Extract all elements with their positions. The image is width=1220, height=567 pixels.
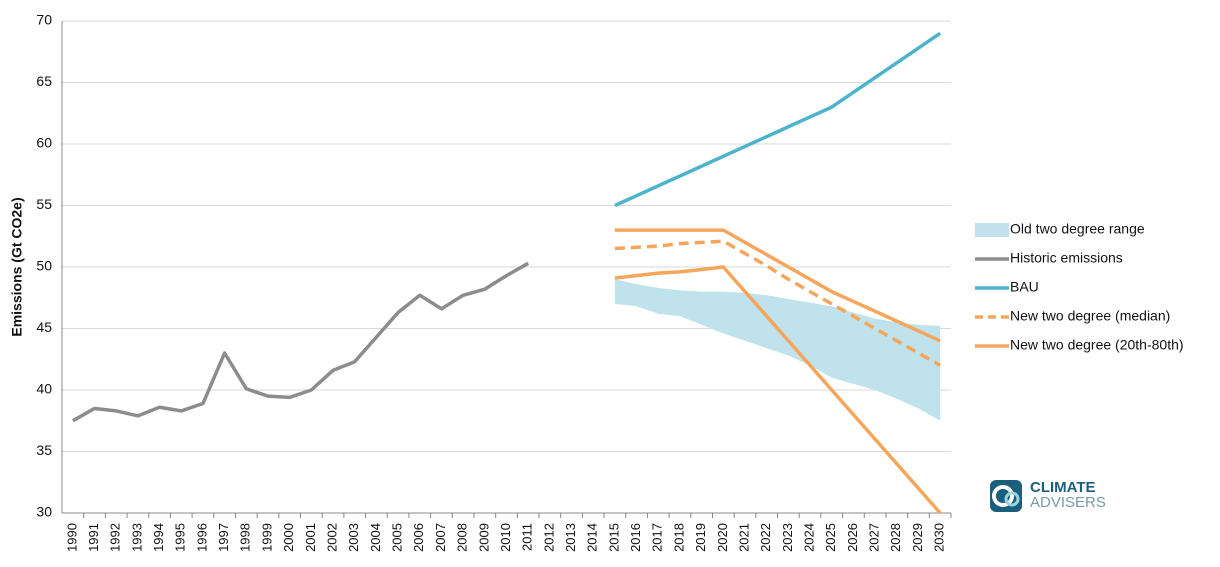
- line: [614, 31, 942, 208]
- x-tick-label: 2018: [671, 523, 686, 552]
- line: [71, 261, 530, 423]
- x-tick-label: 1996: [194, 523, 209, 552]
- legend-label: BAU: [1010, 279, 1039, 295]
- x-tick-label: 2019: [693, 523, 708, 552]
- y-tick-label: 40: [36, 381, 52, 397]
- legend-label: New two degree (20th-80th): [1010, 337, 1184, 353]
- x-tick-label: 2023: [780, 523, 795, 552]
- logo-icon: [1004, 491, 1020, 507]
- x-tick-label: 1992: [108, 523, 123, 552]
- legend-label: Historic emissions: [1010, 250, 1123, 266]
- x-tick-label: 2010: [498, 523, 513, 552]
- legend-label: New two degree (median): [1010, 308, 1170, 324]
- range-area: [614, 279, 941, 421]
- x-tick-label: 2025: [823, 523, 838, 552]
- line: [614, 265, 942, 515]
- y-tick-label: 55: [36, 196, 52, 212]
- x-tick-label: 2020: [715, 523, 730, 552]
- x-tick-label: 2024: [801, 523, 816, 552]
- y-tick-label: 30: [36, 504, 52, 520]
- x-tick-label: 2012: [541, 523, 556, 552]
- legend-swatch: [975, 223, 1009, 237]
- x-tick-label: 2030: [932, 523, 947, 552]
- logo: CLIMATE ADVISERS: [990, 479, 1106, 512]
- x-tick-label: 2028: [888, 523, 903, 552]
- y-tick-label: 65: [36, 73, 52, 89]
- x-tick-label: 2021: [736, 523, 751, 552]
- y-tick-label: 70: [36, 12, 52, 28]
- x-tick-label: 1993: [129, 523, 144, 552]
- x-tick-label: 2001: [303, 523, 318, 552]
- x-tick-label: 1999: [259, 523, 274, 552]
- x-tick-label: 2007: [433, 523, 448, 552]
- x-tick-label: 2022: [758, 523, 773, 552]
- x-tick-label: 2004: [368, 523, 383, 552]
- line: [614, 228, 941, 343]
- x-tick-label: 2013: [563, 523, 578, 552]
- x-tick-label: 2017: [650, 523, 665, 552]
- x-tick-label: 2003: [346, 523, 361, 552]
- x-tick-label: 1998: [238, 523, 253, 552]
- x-tick-label: 2008: [455, 523, 470, 552]
- x-tick-label: 2015: [606, 523, 621, 552]
- x-tick-label: 1990: [64, 523, 79, 552]
- logo-text: ADVISERS: [1030, 494, 1106, 511]
- x-tick-label: 2016: [628, 523, 643, 552]
- y-axis-label: Emissions (Gt CO2e): [9, 197, 25, 336]
- y-tick-label: 35: [36, 442, 52, 458]
- x-tick-label: 2006: [411, 523, 426, 552]
- y-tick-label: 45: [36, 319, 52, 335]
- x-tick-label: 2027: [867, 523, 882, 552]
- x-tick-label: 1997: [216, 523, 231, 552]
- x-tick-label: 1995: [173, 523, 188, 552]
- y-tick-label: 60: [36, 135, 52, 151]
- logo-icon: [992, 485, 1014, 507]
- line: [614, 239, 942, 367]
- x-tick-label: 1994: [151, 523, 166, 552]
- x-tick-label: 2011: [520, 523, 535, 551]
- x-tick-label: 2002: [324, 523, 339, 552]
- x-tick-label: 2029: [910, 523, 925, 552]
- legend-label: Old two degree range: [1010, 221, 1145, 237]
- x-tick-label: 2014: [585, 523, 600, 552]
- y-tick-label: 50: [36, 258, 52, 274]
- x-tick-label: 2026: [845, 523, 860, 552]
- x-tick-label: 2000: [281, 523, 296, 552]
- x-tick-label: 2009: [476, 523, 491, 552]
- logo-text: CLIMATE: [1030, 479, 1096, 496]
- x-tick-label: 2005: [390, 523, 405, 552]
- x-tick-label: 1991: [86, 523, 101, 552]
